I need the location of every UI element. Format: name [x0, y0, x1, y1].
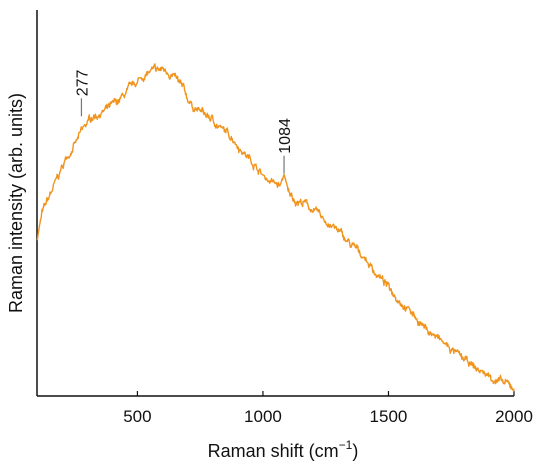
series-line: [36, 63, 515, 392]
x-tick-label: 500: [123, 407, 151, 426]
annotation-label: 1084: [277, 118, 294, 154]
x-tick-label: 1000: [244, 407, 282, 426]
x-axis-label-superscript: −1: [339, 438, 353, 452]
x-axis-label-main: Raman shift (cm: [208, 441, 339, 461]
annotation-label: 277: [74, 70, 91, 97]
x-tick-label: 2000: [495, 407, 533, 426]
x-tick-label: 1500: [370, 407, 408, 426]
x-axis-label-suffix: ): [352, 441, 358, 461]
peak-annotations: 277 1084: [74, 70, 294, 174]
x-axis-label: Raman shift (cm−1): [208, 438, 359, 461]
plot-frame: [36, 10, 514, 397]
y-axis-label: Raman intensity (arb. units): [6, 93, 26, 313]
x-axis-ticks: 500 1000 1500 2000: [123, 391, 533, 426]
series-group: [36, 63, 515, 392]
